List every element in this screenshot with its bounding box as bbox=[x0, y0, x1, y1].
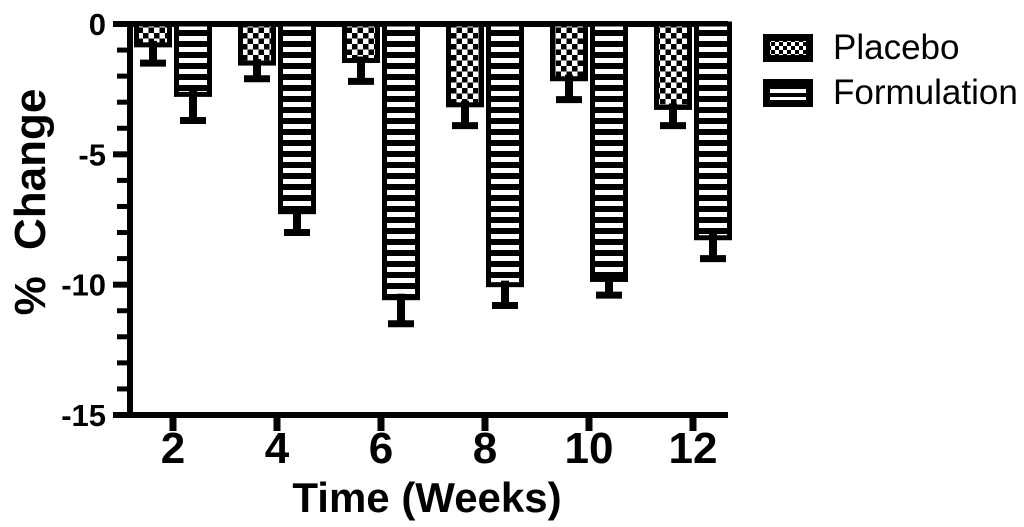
legend: Placebo Formulation bbox=[763, 28, 1018, 112]
y-tick-label--10: -10 bbox=[61, 268, 106, 303]
bar-formulation-week-8 bbox=[486, 21, 524, 288]
x-axis-title: Time (Weeks) bbox=[292, 474, 562, 521]
y-tick-label--5: -5 bbox=[78, 137, 106, 172]
bar-placebo-week-8 bbox=[446, 21, 484, 108]
tick-labels: 0 -5 -10 -15 2 4 6 8 10 12 bbox=[61, 7, 717, 473]
legend-label-placebo: Placebo bbox=[833, 28, 960, 67]
bar-placebo-week-4 bbox=[238, 21, 276, 66]
legend-item-formulation: Formulation bbox=[763, 73, 1018, 112]
x-tick-label-week-10: 10 bbox=[565, 424, 614, 473]
bar-placebo-week-6 bbox=[342, 21, 380, 63]
y-tick-label-0: 0 bbox=[89, 7, 106, 42]
legend-label-formulation: Formulation bbox=[833, 73, 1018, 112]
bar-series bbox=[134, 21, 732, 301]
bar-formulation-week-4 bbox=[278, 21, 316, 215]
x-tick-label-week-8: 8 bbox=[473, 424, 497, 473]
bar-formulation-week-10 bbox=[590, 21, 628, 282]
legend-item-placebo: Placebo bbox=[763, 28, 1018, 67]
bar-placebo-week-10 bbox=[550, 21, 588, 82]
bar-formulation-week-2 bbox=[174, 21, 212, 97]
error-bars bbox=[140, 40, 726, 328]
x-tick-label-week-2: 2 bbox=[161, 424, 185, 473]
bar-formulation-week-12 bbox=[694, 21, 732, 241]
y-tick-label--15: -15 bbox=[61, 398, 106, 433]
x-tick-label-week-6: 6 bbox=[369, 424, 393, 473]
x-tick-label-week-12: 12 bbox=[669, 424, 718, 473]
bar-formulation-week-6 bbox=[382, 21, 420, 301]
formulation-pattern-swatch-icon bbox=[763, 79, 813, 107]
bar-placebo-week-12 bbox=[654, 21, 692, 110]
placebo-pattern-swatch-icon bbox=[763, 34, 813, 62]
x-tick-label-week-4: 4 bbox=[265, 424, 290, 473]
